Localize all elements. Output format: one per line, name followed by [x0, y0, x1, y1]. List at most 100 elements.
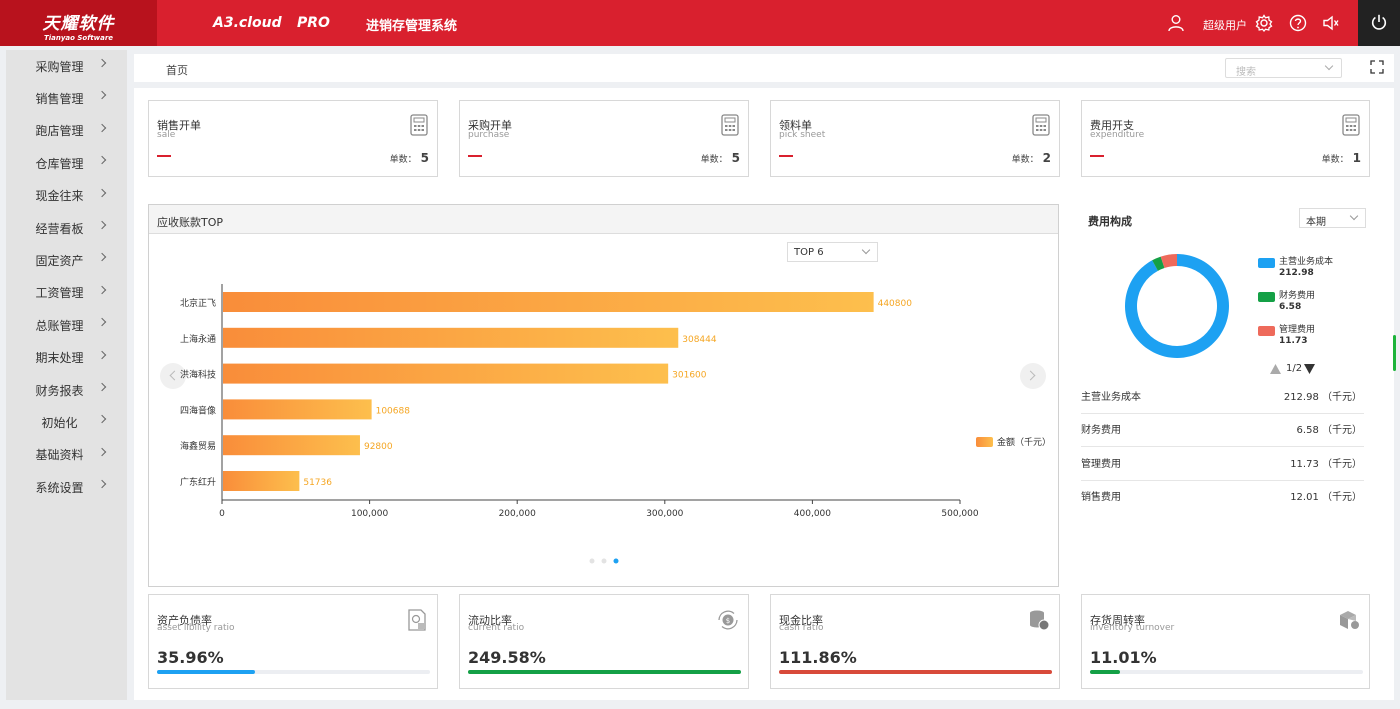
legend-prev-page-icon[interactable] [1270, 364, 1281, 374]
sidebar-item-initialize[interactable]: 初始化 [6, 406, 127, 438]
page-scrollbar[interactable] [1393, 335, 1396, 371]
card-dash [1090, 155, 1104, 157]
card-expenditure[interactable]: 费用开支 expenditure 单数： 1 [1081, 100, 1370, 177]
sidebar-item-label: 系统设置 [35, 480, 84, 495]
sidebar-item-warehouse[interactable]: 仓库管理 [6, 147, 127, 179]
legend-item-admin-cost[interactable]: 管理费用 11.73 [1258, 325, 1315, 347]
card-subtitle: pick sheet [779, 130, 826, 140]
chevron-right-icon [97, 253, 107, 262]
period-value: 本期 [1306, 217, 1326, 228]
top-n-select[interactable]: TOP 6 [787, 242, 878, 262]
sidebar-item-fixed-assets[interactable]: 固定资产 [6, 244, 127, 276]
card-count: 单数： 2 [1011, 151, 1051, 165]
donut-slice[interactable] [1160, 254, 1177, 269]
legend-value: 11.73 [1279, 336, 1308, 346]
sidebar-item-sales[interactable]: 销售管理 [6, 82, 127, 114]
speaker-icon[interactable] [1321, 13, 1341, 33]
card-title: 采购开单 [468, 119, 512, 132]
legend-pager: 1/2 [1286, 363, 1303, 374]
card-pick-sheet[interactable]: 领料单 pick sheet 单数： 2 [770, 100, 1060, 177]
sidebar-item-dashboard[interactable]: 经营看板 [6, 212, 127, 244]
card-purchase[interactable]: 采购开单 purchase 单数： 5 [459, 100, 749, 177]
card-dash [157, 155, 171, 157]
fee-composition-title: 费用构成 [1088, 215, 1132, 228]
sidebar-item-label: 仓库管理 [35, 156, 84, 171]
user-icon[interactable] [1166, 13, 1186, 33]
bar [223, 435, 360, 456]
card-title: 费用开支 [1090, 119, 1134, 132]
ratio-progress-track [779, 670, 1052, 674]
sidebar-item-settings[interactable]: 系统设置 [6, 471, 127, 503]
category-label: 洪海科技 [180, 369, 216, 381]
calculator-icon [721, 114, 739, 136]
legend-next-page-icon[interactable] [1304, 364, 1315, 374]
receivables-title: 应收账款TOP [149, 205, 1058, 234]
ratio-card-inventory[interactable]: 存货周转率 inventory turnover 11.01% [1081, 594, 1370, 689]
bar-value-label: 100688 [376, 406, 411, 416]
card-dash [779, 155, 793, 157]
pager-dot [589, 558, 595, 564]
card-title: 领料单 [779, 119, 812, 132]
logo[interactable]: 天耀软件 Tianyao Software [0, 0, 157, 46]
chevron-right-icon [97, 285, 107, 294]
legend-item-main-cost[interactable]: 主营业务成本 212.98 [1258, 257, 1333, 279]
donut-slice[interactable] [1152, 256, 1165, 271]
ratio-subtitle: cash ratio [779, 623, 824, 633]
ratio-subtitle: inventory turnover [1090, 623, 1175, 633]
gear-icon[interactable] [1254, 13, 1274, 33]
ratio-card-current[interactable]: 流动比率 current ratio 249.58% $ [459, 594, 749, 689]
sidebar-item-master-data[interactable]: 基础资料 [6, 439, 127, 471]
card-title: 销售开单 [157, 119, 201, 132]
sidebar-item-payroll[interactable]: 工资管理 [6, 277, 127, 309]
user-name[interactable]: 超级用户 [1203, 19, 1247, 32]
legend-item-finance-cost[interactable]: 财务费用 6.58 [1258, 291, 1315, 313]
bar-value-label: 51736 [303, 478, 332, 488]
calculator-icon [410, 114, 428, 136]
category-label: 广东红升 [180, 476, 216, 488]
ratio-title: 流动比率 [468, 614, 512, 627]
category-label: 上海永通 [180, 333, 216, 345]
chevron-down-icon [1324, 61, 1334, 71]
ratio-progress-track [1090, 670, 1363, 674]
pager-dot [613, 558, 619, 564]
chevron-down-icon [1349, 211, 1359, 221]
help-icon[interactable] [1288, 13, 1308, 33]
sidebar-item-reports[interactable]: 财务报表 [6, 374, 127, 406]
coin-stack-icon [1030, 610, 1050, 631]
sidebar-item-period-end[interactable]: 期末处理 [6, 342, 127, 374]
search-placeholder: 搜索 [1236, 67, 1256, 78]
power-icon [1371, 14, 1387, 30]
prev-slide-button[interactable] [160, 363, 186, 389]
fullscreen-icon[interactable] [1370, 60, 1384, 74]
sidebar-item-cash[interactable]: 现金往来 [6, 180, 127, 212]
sidebar-item-label: 工资管理 [35, 286, 84, 301]
ratio-card-asset-liability[interactable]: 资产负债率 asset libility ratio 35.96% [148, 594, 438, 689]
card-sale[interactable]: 销售开单 sale 单数： 5 [148, 100, 438, 177]
fee-row: 管理费用 11.73 （千元） [1081, 447, 1364, 481]
top-n-value: TOP 6 [794, 247, 824, 258]
logo-en: Tianyao Software [43, 34, 114, 42]
period-select[interactable]: 本期 [1299, 208, 1366, 228]
legend-swatch [976, 437, 993, 447]
card-dash [468, 155, 482, 157]
sidebar-item-ledger[interactable]: 总账管理 [6, 309, 127, 341]
ratio-card-cash[interactable]: 现金比率 cash ratio 111.86% [770, 594, 1060, 689]
calculator-icon [1032, 114, 1050, 136]
donut-slice[interactable] [1125, 254, 1229, 358]
search-select[interactable]: 搜索 [1225, 58, 1342, 78]
sidebar-item-purchase[interactable]: 采购管理 [6, 50, 127, 82]
logo-cn: 天耀软件 [42, 14, 115, 34]
legend-label: 管理费用 [1279, 325, 1316, 335]
bar [223, 363, 669, 384]
card-subtitle: sale [157, 130, 176, 140]
pager-dot [601, 558, 607, 564]
ratio-value: 11.01% [1090, 648, 1157, 667]
bar [223, 327, 679, 348]
sidebar-item-label: 固定资产 [35, 254, 84, 269]
breadcrumb[interactable]: 首页 [166, 64, 188, 77]
next-slide-button[interactable] [1020, 363, 1046, 389]
chevron-right-icon [97, 123, 107, 133]
sidebar-item-store-visits[interactable]: 跑店管理 [6, 115, 127, 147]
chevron-right-icon [97, 91, 107, 100]
power-button[interactable] [1358, 0, 1400, 46]
